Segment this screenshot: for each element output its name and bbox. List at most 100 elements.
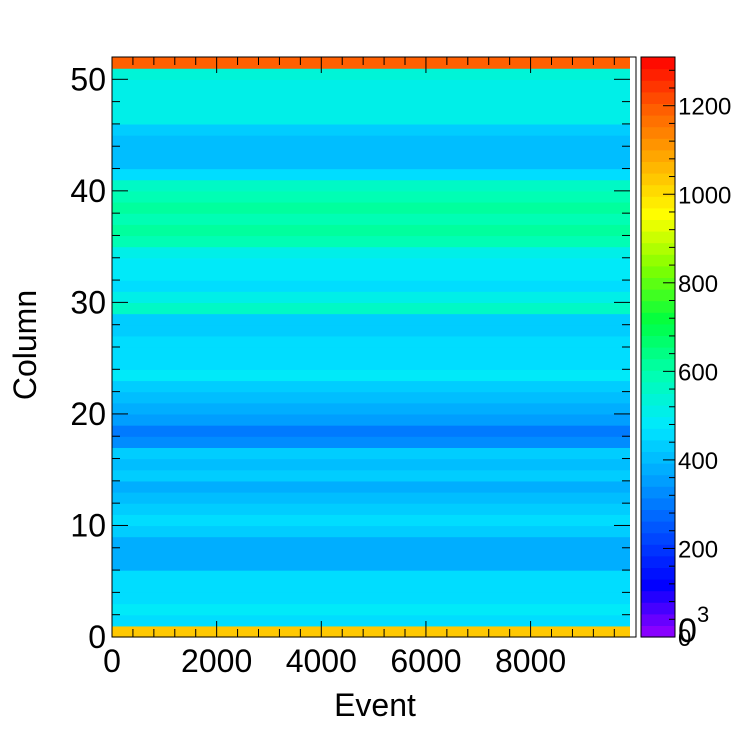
heatmap-row [112,592,630,605]
heatmap-row [112,614,630,627]
palette-band [641,521,675,534]
heatmap-row [112,514,630,527]
z-tick-label: 600 [678,359,718,386]
palette-band [641,265,675,278]
x-tick-label: 0 [103,643,121,679]
heatmap-row [112,335,630,348]
heatmap-row [112,123,630,136]
palette-band [641,451,675,464]
heatmap-row [112,413,630,426]
palette-band [641,497,675,510]
z-tick-label: 1000 [678,182,731,209]
heatmap-row [112,469,630,482]
palette-band [641,312,675,325]
palette-band [641,613,675,626]
heatmap-row [112,101,630,114]
heatmap-row [112,202,630,214]
color-axis-overlay-label: 0 [678,612,697,650]
heatmap-row [112,157,630,170]
palette-band [641,381,675,394]
palette-band [641,242,675,255]
palette-band [641,428,675,441]
palette-band [641,567,675,580]
heatmap-row [112,425,630,437]
heatmap-row [112,280,630,292]
x-tick-label: 2000 [181,643,252,679]
heatmap-row [112,458,630,471]
heatmap-row [112,402,630,415]
palette-band [641,463,675,476]
heatmap-row [112,480,630,493]
x-tick-label: 4000 [286,643,357,679]
palette-band [641,219,675,232]
palette-band [641,590,675,603]
heatmap-cells [112,57,630,638]
palette-band [641,289,675,302]
heatmap-row [112,257,630,270]
heatmap-row [112,625,630,638]
heatmap-row [112,79,630,92]
z-tick-label: 0 [678,625,691,652]
palette-band [641,625,675,638]
palette-band [641,126,675,139]
heatmap-row [112,291,630,303]
y-axis-label: Column [7,290,43,400]
x-tick-label: 6000 [390,643,461,679]
heatmap-row [112,581,630,593]
palette-band [641,184,675,197]
palette-band [641,254,675,267]
y-tick-label: 0 [88,619,106,655]
palette-band [641,80,675,93]
heatmap-row [112,90,630,103]
heatmap-row [112,313,630,326]
heatmap-row [112,436,630,448]
palette-band [641,602,675,615]
palette-band [641,474,675,487]
heatmap-row [112,391,630,404]
palette-band [641,231,675,244]
palette-band [641,149,675,162]
heatmap-row [112,213,630,225]
y-tick-label: 40 [70,173,106,209]
heatmap-row [112,570,630,582]
heatmap-row [112,268,630,281]
x-tick-label: 8000 [495,643,566,679]
color-axis: 0 200 400 600 800 1000 1200 [663,69,731,652]
x-axis: 0 2000 4000 6000 8000 [103,57,615,679]
palette-band [641,68,675,81]
palette-band [641,161,675,174]
heatmap-row [112,112,630,125]
heatmap-row [112,302,630,315]
heatmap-row [112,324,630,337]
palette-band [641,405,675,418]
z-tick-label: 400 [678,448,718,475]
palette-band [641,91,675,104]
palette-band [641,544,675,557]
y-axis: 0 10 20 30 40 50 [70,56,630,655]
palette-band [641,335,675,348]
y-tick-label: 20 [70,396,106,432]
palette-band [641,532,675,545]
heatmap-row [112,558,630,571]
palette-band [641,138,675,151]
heatmap-row [112,246,630,259]
palette-band [641,370,675,383]
heatmap-row [112,369,630,382]
palette-band [641,323,675,336]
palette-band [641,115,675,128]
z-tick-label: 200 [678,536,718,563]
heatmap-row [112,358,630,370]
heatmap-row [112,547,630,560]
heatmap-row [112,135,630,147]
y-tick-label: 30 [70,284,106,320]
palette-band [641,196,675,209]
palette-band [641,300,675,313]
z-tick-label: 1200 [678,94,731,121]
heatmap-row [112,492,630,504]
palette-band [641,358,675,371]
heatmap-row [112,68,630,80]
heatmap-row [112,179,630,192]
heatmap-row [112,235,630,248]
palette-band [641,347,675,360]
